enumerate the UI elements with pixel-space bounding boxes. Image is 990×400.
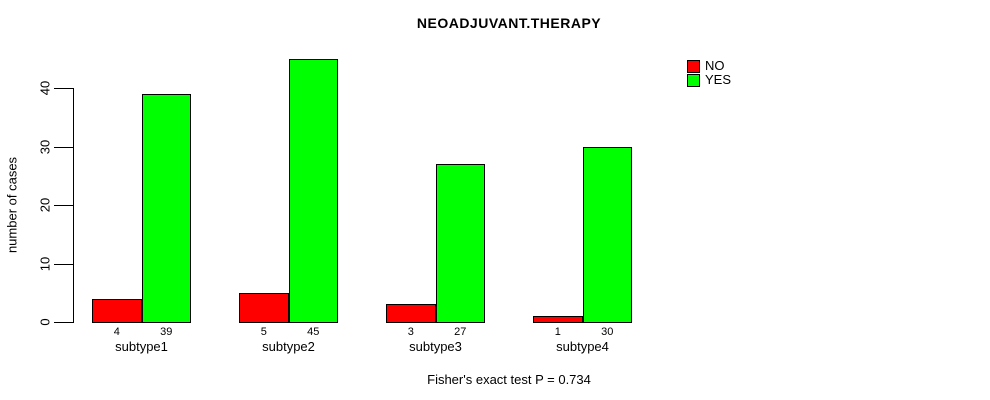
category-label: subtype2	[262, 339, 315, 354]
bar-yes-subtype2	[288, 59, 338, 323]
y-axis-tick	[54, 322, 73, 323]
bar-value-label: 45	[307, 326, 320, 338]
legend-entry-yes: YES	[687, 73, 731, 87]
bar-no-subtype1	[92, 298, 142, 323]
y-axis-tick	[54, 263, 73, 265]
y-tick-label: 30	[37, 139, 53, 155]
bar-value-label: 30	[601, 326, 614, 338]
bar-no-subtype2	[239, 292, 289, 323]
chart-title: NEOADJUVANT.THERAPY	[416, 15, 602, 31]
bar-value-label: 3	[407, 326, 414, 338]
y-tick-label: 20	[37, 197, 53, 213]
y-axis-tick	[54, 146, 73, 148]
bar-no-subtype3	[386, 304, 436, 323]
y-axis	[73, 88, 74, 323]
bar-yes-subtype1	[141, 94, 191, 323]
bar-value-label: 4	[113, 326, 120, 338]
y-tick-label: 0	[37, 318, 53, 326]
y-tick-label: 40	[37, 81, 53, 96]
legend-swatch-icon	[687, 59, 700, 73]
bar-no-subtype4	[533, 316, 583, 323]
bar-value-label: 27	[454, 326, 467, 338]
y-tick-label: 10	[37, 256, 53, 271]
legend-swatch-icon	[687, 73, 700, 87]
category-label: subtype1	[115, 339, 168, 354]
bar-yes-subtype3	[435, 164, 485, 323]
category-label: subtype4	[556, 339, 609, 354]
bar-yes-subtype4	[582, 146, 632, 323]
legend-label: NO	[705, 58, 725, 73]
y-axis-label: number of cases	[4, 156, 20, 254]
bar-value-label: 1	[554, 326, 561, 338]
legend-entry-no: NO	[687, 59, 731, 73]
legend: NO YES	[687, 59, 731, 87]
bar-value-label: 39	[160, 326, 173, 338]
footer-note: Fisher's exact test P = 0.734	[427, 372, 591, 387]
y-axis-tick	[54, 88, 73, 90]
legend-label: YES	[705, 72, 732, 87]
bar-value-label: 5	[260, 326, 267, 338]
y-axis-tick	[54, 205, 73, 207]
category-label: subtype3	[409, 339, 462, 354]
